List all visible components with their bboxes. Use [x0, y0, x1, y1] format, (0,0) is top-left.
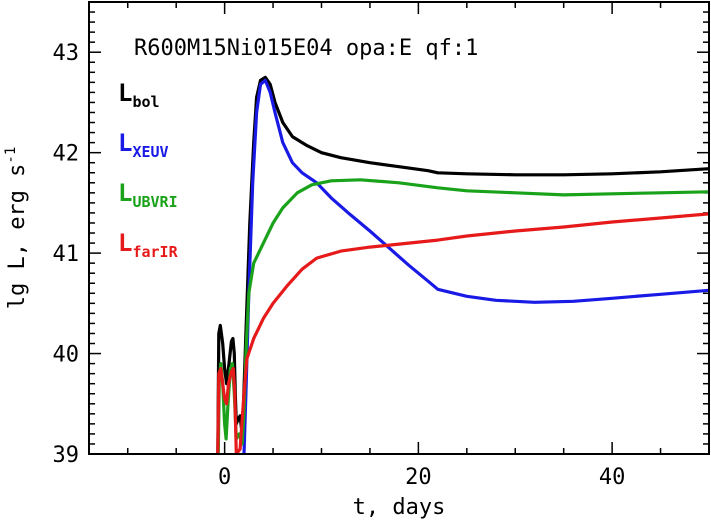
y-tick-label: 43 [53, 41, 80, 66]
legend-entry-subscript: bol [132, 93, 159, 111]
series-line-xeuv [242, 78, 709, 454]
legend-entry-farir: LfarIR [118, 229, 179, 261]
y-tick-label: 39 [53, 443, 80, 468]
legend-entry-xeuv: LXEUV [118, 129, 169, 161]
series-lines [216, 75, 709, 454]
legend-entry-subscript: farIR [132, 243, 178, 261]
tick-labels: 39 40 41 42 43 0 20 40 [53, 41, 626, 490]
x-tick-label: 0 [218, 465, 231, 490]
y-axis-label-exponent: -1 [3, 147, 19, 164]
legend-entry-main: L [118, 129, 132, 157]
legend-entry-main: L [118, 179, 132, 207]
series-line-farir [216, 212, 709, 454]
series-line-ubvri [216, 178, 709, 454]
series-line-bol [216, 75, 709, 454]
y-tick-label: 40 [53, 343, 80, 368]
y-axis-label-main: lg L, erg s [5, 164, 30, 310]
x-axis-label: t, days [353, 495, 446, 520]
y-axis-label: lg L, erg s-1 [3, 147, 30, 310]
x-tick-label: 20 [405, 465, 432, 490]
legend-entry-main: L [118, 79, 132, 107]
legend-entry-ubvri: LUBVRI [118, 179, 178, 211]
legend-entry-main: L [118, 229, 132, 257]
y-tick-label: 42 [53, 142, 80, 167]
x-tick-label: 40 [599, 465, 626, 490]
legend-entry-subscript: UBVRI [132, 193, 177, 211]
legend-entry-subscript: XEUV [132, 143, 168, 161]
legend-entry-bol: Lbol [118, 79, 160, 111]
axes-ticks [89, 1, 710, 455]
y-tick-label: 41 [53, 242, 80, 267]
chart-title: R600M15Ni015E04 opa:E qf:1 [134, 36, 478, 61]
plot-frame [88, 1, 710, 455]
